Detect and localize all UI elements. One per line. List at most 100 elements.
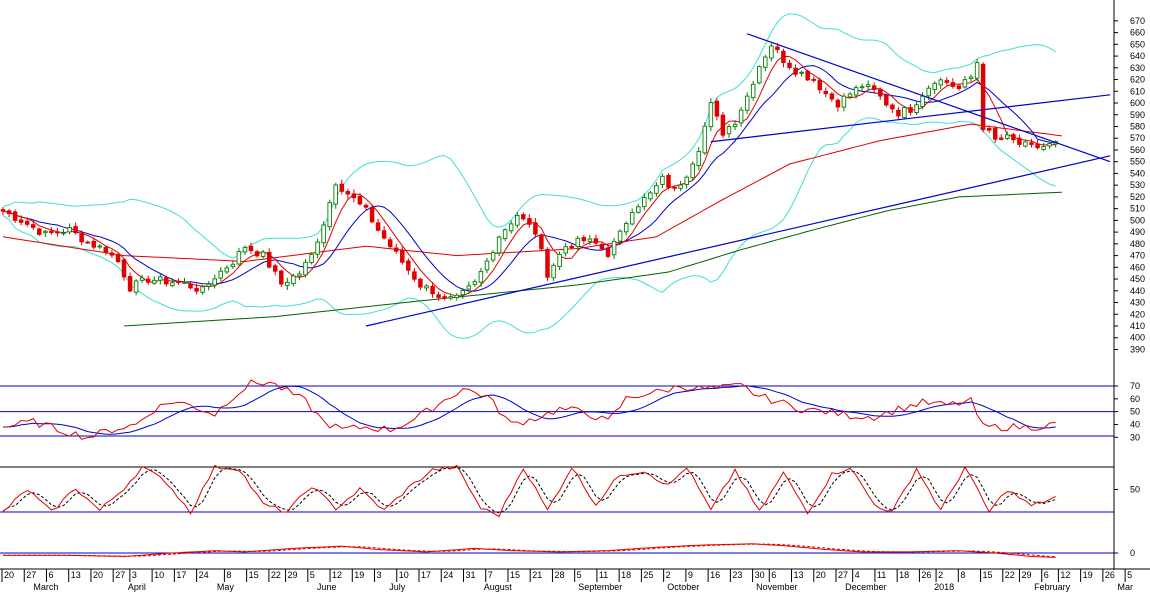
- candle-body: [738, 109, 744, 124]
- candle-body: [611, 240, 617, 256]
- trendline-2: [746, 33, 1111, 163]
- candle-body: [720, 114, 726, 136]
- candle-body: [1035, 143, 1040, 149]
- candle-body: [158, 276, 163, 281]
- trendline-1: [365, 155, 1111, 327]
- long-moving-average-line: [123, 191, 1062, 327]
- date-tick-label: 13: [794, 570, 804, 580]
- candle-body: [224, 267, 230, 273]
- candle-body: [412, 271, 417, 280]
- candle-body: [890, 104, 895, 110]
- candle-body: [732, 123, 738, 128]
- candle-body: [781, 50, 786, 64]
- axis-tick-label: 460: [1130, 262, 1145, 272]
- candle-body: [1017, 137, 1022, 145]
- bollinger-upper-band: [2, 13, 1056, 259]
- month-label: September: [578, 582, 622, 592]
- axis-tick-label: 50: [1130, 485, 1140, 495]
- candle-body: [248, 245, 254, 252]
- month-label: Mar: [1118, 582, 1134, 592]
- month-label: December: [845, 582, 887, 592]
- candle-body: [442, 296, 447, 299]
- candle-body: [829, 93, 835, 100]
- candle-body: [956, 85, 962, 90]
- candle-body: [484, 260, 490, 271]
- candle-body: [266, 251, 272, 268]
- candle-body: [151, 279, 157, 284]
- candle-body: [859, 86, 865, 89]
- candle-body: [642, 197, 647, 208]
- candle-body: [200, 286, 205, 293]
- candle-body: [599, 243, 605, 250]
- candle-body: [18, 219, 24, 223]
- candle-body: [212, 278, 217, 286]
- month-label: April: [128, 582, 146, 592]
- candle-body: [339, 183, 345, 192]
- candle-body: [902, 107, 907, 119]
- date-tick-label: 18: [899, 570, 909, 580]
- candle-body: [345, 190, 351, 195]
- candle-body: [811, 78, 816, 81]
- month-label: February: [1034, 582, 1071, 592]
- candle-body: [769, 45, 774, 59]
- date-tick-label: 7: [488, 570, 493, 580]
- month-label: November: [756, 582, 798, 592]
- date-tick-label: 19: [354, 570, 364, 580]
- candle-body: [908, 107, 913, 113]
- candle-body: [333, 184, 338, 205]
- candle-body: [569, 245, 574, 249]
- date-tick-label: 17: [421, 570, 431, 580]
- candle-body: [381, 230, 387, 239]
- month-label: July: [389, 582, 406, 592]
- axis-tick-label: 530: [1130, 180, 1145, 190]
- candle-body: [315, 241, 320, 255]
- candle-body: [242, 246, 248, 253]
- candle-body: [363, 204, 369, 208]
- candle-body: [878, 88, 883, 97]
- axis-tick-label: 450: [1130, 274, 1145, 284]
- candle-body: [145, 278, 151, 283]
- candle-body: [61, 232, 66, 235]
- candle-body: [974, 62, 980, 79]
- oscillator-1-line: [2, 379, 1056, 440]
- candle-body: [121, 259, 127, 278]
- candle-body: [920, 95, 925, 107]
- axis-tick-label: 590: [1130, 110, 1145, 120]
- axis-tick-label: 500: [1130, 215, 1145, 225]
- candle-body: [654, 185, 659, 194]
- candle-body: [1041, 146, 1046, 150]
- date-tick-label: 18: [621, 570, 631, 580]
- candle-body: [472, 281, 478, 285]
- axis-tick-label: 570: [1130, 133, 1145, 143]
- candle-body: [521, 214, 526, 220]
- candle-body: [97, 245, 103, 248]
- date-tick-label: 24: [199, 570, 209, 580]
- candle-body: [817, 79, 823, 91]
- date-tick-label: 31: [465, 570, 475, 580]
- candle-body: [448, 296, 453, 299]
- candle-body: [218, 270, 224, 279]
- candle-body: [496, 236, 502, 254]
- candle-body: [593, 238, 599, 244]
- date-tick-label: 26: [921, 570, 931, 580]
- date-tick-label: 20: [4, 570, 14, 580]
- bollinger-lower-band: [2, 117, 1056, 339]
- candle-body: [575, 237, 581, 248]
- candle-body: [678, 184, 683, 189]
- date-tick-label: 21: [532, 570, 542, 580]
- candle-body: [285, 281, 290, 286]
- date-tick-label: 5: [1127, 570, 1132, 580]
- date-tick-label: 28: [554, 570, 564, 580]
- candle-body: [260, 251, 266, 257]
- date-tick-label: 5: [310, 570, 315, 580]
- candle-body: [1029, 142, 1034, 145]
- oscillator-2-signal-line: [2, 466, 1056, 514]
- axis-tick-label: 400: [1130, 333, 1145, 343]
- candle-body: [581, 237, 587, 242]
- candle-body: [587, 238, 593, 242]
- candle-body: [12, 211, 18, 221]
- axis-tick-label: 440: [1130, 286, 1145, 296]
- candle-body: [1005, 134, 1010, 139]
- candle-body: [533, 222, 538, 235]
